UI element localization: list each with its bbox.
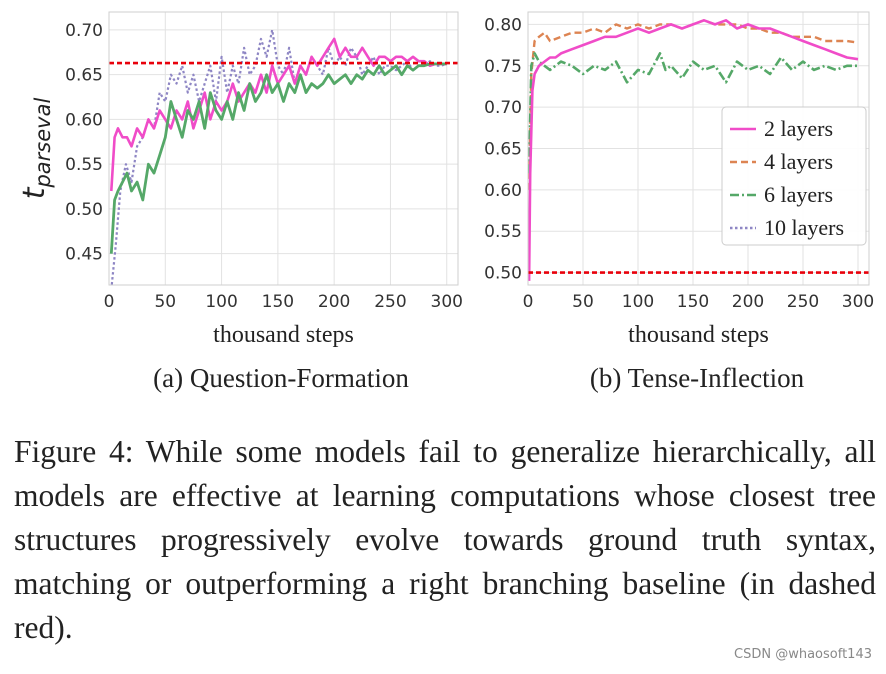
chart2-xtick-label: 0 <box>523 292 534 312</box>
chart1-ytick-label: 0.55 <box>65 155 103 175</box>
chart2-subcaption: (b) Tense-Inflection <box>590 363 805 393</box>
chart2-ytick-label: 0.55 <box>484 222 522 242</box>
chart1-xtick-label: 200 <box>318 292 350 312</box>
chart1-frame <box>108 11 459 286</box>
chart1-series-2 <box>110 37 447 192</box>
legend-label: 4 layers <box>764 149 833 174</box>
chart1-xtick-label: 300 <box>431 292 463 312</box>
chart1-ytick-label: 0.70 <box>65 21 103 41</box>
chart1-xtick-label: 150 <box>262 292 294 312</box>
chart2-ytick-label: 0.50 <box>484 264 522 284</box>
chart2-xtick-label: 200 <box>732 292 764 312</box>
chart1-ylabel: tparseval <box>17 98 55 200</box>
legend-label: 2 layers <box>764 116 833 141</box>
chart1-xlabel: thousand steps <box>213 322 354 348</box>
chart2-xtick-label: 300 <box>842 292 874 312</box>
watermark: CSDN @whaosoft143 <box>734 647 872 662</box>
chart2-xlabel: thousand steps <box>628 322 769 348</box>
chart2-series-2 <box>528 18 859 281</box>
chart1-xtick-label: 0 <box>104 292 115 312</box>
figure-caption: Figure 4: While some models fail to gene… <box>14 434 876 645</box>
chart1-ytick-label: 0.60 <box>65 110 103 130</box>
chart1-ytick-label: 0.45 <box>65 245 103 265</box>
legend-label: 10 layers <box>764 215 844 240</box>
chart1-series-6 <box>109 62 447 254</box>
chart2-series-4 <box>528 19 859 190</box>
chart1-subcaption: (a) Question-Formation <box>153 363 409 393</box>
chart2-xtick-label: 250 <box>787 292 819 312</box>
chart1-xtick-label: 100 <box>205 292 237 312</box>
legend-box <box>721 106 867 246</box>
chart2-xtick-label: 100 <box>622 292 654 312</box>
plot-question-formation: 0 50 100 150 200 250 300 0.45 0.50 0.55 0.60 0.65 0.… <box>17 11 463 393</box>
plot-tense-inflection: 0 50 100 150 200 250 300 0.50 0.55 0.60 0.65 0.70 0.… <box>484 11 874 393</box>
chart2-ytick-label: 0.60 <box>484 181 522 201</box>
chart1-ytick-label: 0.50 <box>65 200 103 220</box>
chart2-ytick-label: 0.65 <box>484 140 522 160</box>
legend-label: 6 layers <box>764 182 833 207</box>
chart1-xtick-label: 250 <box>374 292 406 312</box>
legend: 2 layers 4 layers 6 layers 10 layers <box>721 106 867 246</box>
figure-charts: 0 50 100 150 200 250 300 0.45 0.50 0.55 0.60 0.65 0.… <box>17 11 874 393</box>
chart2-xtick-label: 150 <box>677 292 709 312</box>
chart2-series-6 <box>528 52 858 174</box>
chart2-ytick-label: 0.75 <box>484 57 522 77</box>
chart1-xtick-label: 50 <box>154 292 176 312</box>
chart2-frame <box>527 11 870 286</box>
chart2-ytick-label: 0.70 <box>484 98 522 118</box>
chart1-ytick-label: 0.65 <box>65 66 103 86</box>
chart2-ytick-label: 0.80 <box>484 15 522 35</box>
chart2-xtick-label: 50 <box>572 292 594 312</box>
